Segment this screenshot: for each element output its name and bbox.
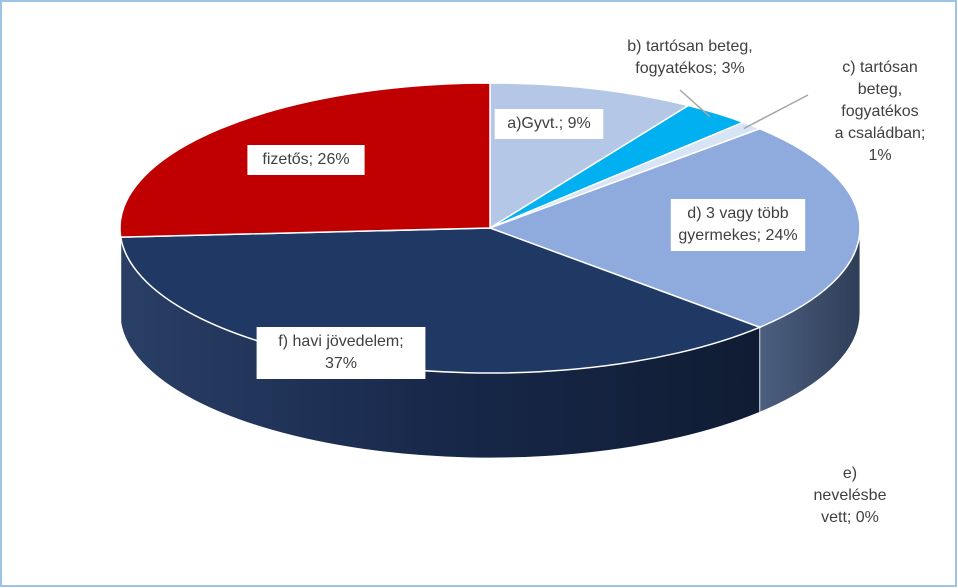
label-c-line-1: c) tartósan xyxy=(842,59,918,76)
label-b-line-1: b) tartósan beteg, xyxy=(627,38,752,55)
label-c-line-4: a családban; xyxy=(835,125,926,142)
label-g-box xyxy=(247,145,365,175)
label-b: b) tartósan beteg, fogyatékos; 3% xyxy=(627,38,752,77)
label-d-line-1: d) 3 vagy több xyxy=(687,205,789,222)
label-a-box xyxy=(494,109,604,139)
label-c-line-5: 1% xyxy=(868,147,891,164)
label-f-line-2: 37% xyxy=(325,355,357,372)
label-f: f) havi jövedelem; 37% xyxy=(256,327,426,379)
label-f-box xyxy=(256,327,426,379)
leader-line-c xyxy=(743,94,809,130)
label-d-box xyxy=(670,199,806,251)
label-d-line-2: gyermekes; 24% xyxy=(678,227,797,244)
data-labels: a)Gyvt.; 9% b) tartósan beteg, fogyatékos;… xyxy=(247,38,925,526)
label-g: fizetős; 26% xyxy=(247,145,365,175)
label-g-line-1: fizetős; 26% xyxy=(262,151,349,168)
label-c: c) tartósan beteg, fogyatékos a családban; 1… xyxy=(835,59,926,164)
label-f-line-1: f) havi jövedelem; xyxy=(278,333,403,350)
label-e-line-3: vett; 0% xyxy=(821,509,879,526)
label-c-line-3: fogyatékos xyxy=(841,103,918,120)
label-a-line-1: a)Gyvt.; 9% xyxy=(507,115,591,132)
label-a: a)Gyvt.; 9% xyxy=(494,109,604,139)
leader-lines xyxy=(679,89,809,130)
label-d: d) 3 vagy több gyermekes; 24% xyxy=(670,199,806,251)
label-c-line-2: beteg, xyxy=(858,81,902,98)
label-e-line-2: nevelésbe xyxy=(814,487,887,504)
label-e: e) nevelésbe vett; 0% xyxy=(814,465,887,526)
leader-line-b xyxy=(679,89,711,118)
label-b-line-2: fogyatékos; 3% xyxy=(635,60,744,77)
side-7-0 xyxy=(119,227,122,323)
label-e-line-1: e) xyxy=(843,465,857,482)
